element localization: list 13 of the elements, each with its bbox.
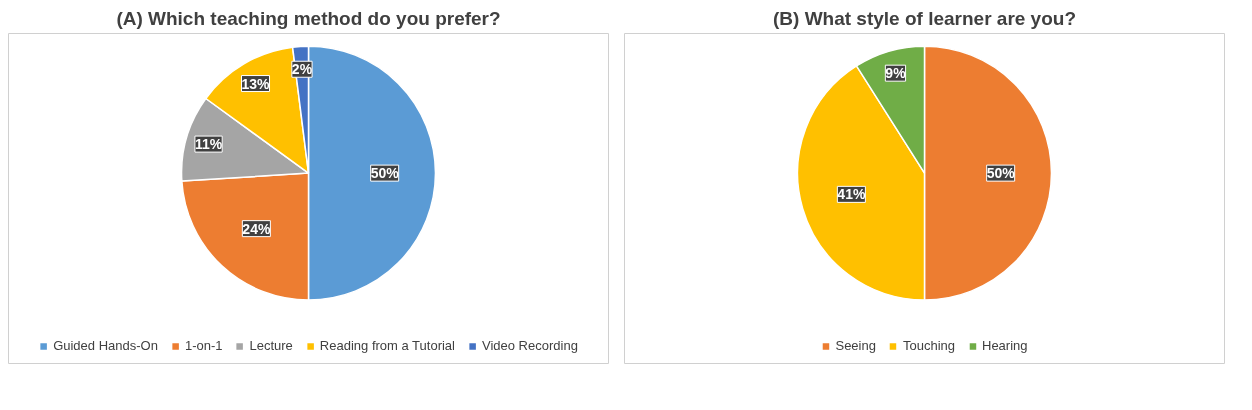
legend-label: Video Recording (481, 338, 578, 353)
legend-label: 1-on-1 (184, 338, 223, 353)
legend-label: Seeing (835, 338, 876, 353)
legend-label: Hearing (982, 338, 1028, 353)
legend-label: Touching (902, 338, 955, 353)
data-label: 2% (291, 61, 313, 78)
legend-label: Lecture (249, 338, 293, 353)
chart-title: (A) Which teaching method do you prefer? (116, 7, 501, 29)
legend-label: Reading from a Tutorial (319, 338, 455, 353)
data-label: 11% (194, 136, 223, 153)
chart-title: (B) What style of learner are you? (773, 7, 1077, 29)
legend-label: Guided Hands-On (53, 338, 158, 353)
data-label: 13% (241, 75, 271, 92)
